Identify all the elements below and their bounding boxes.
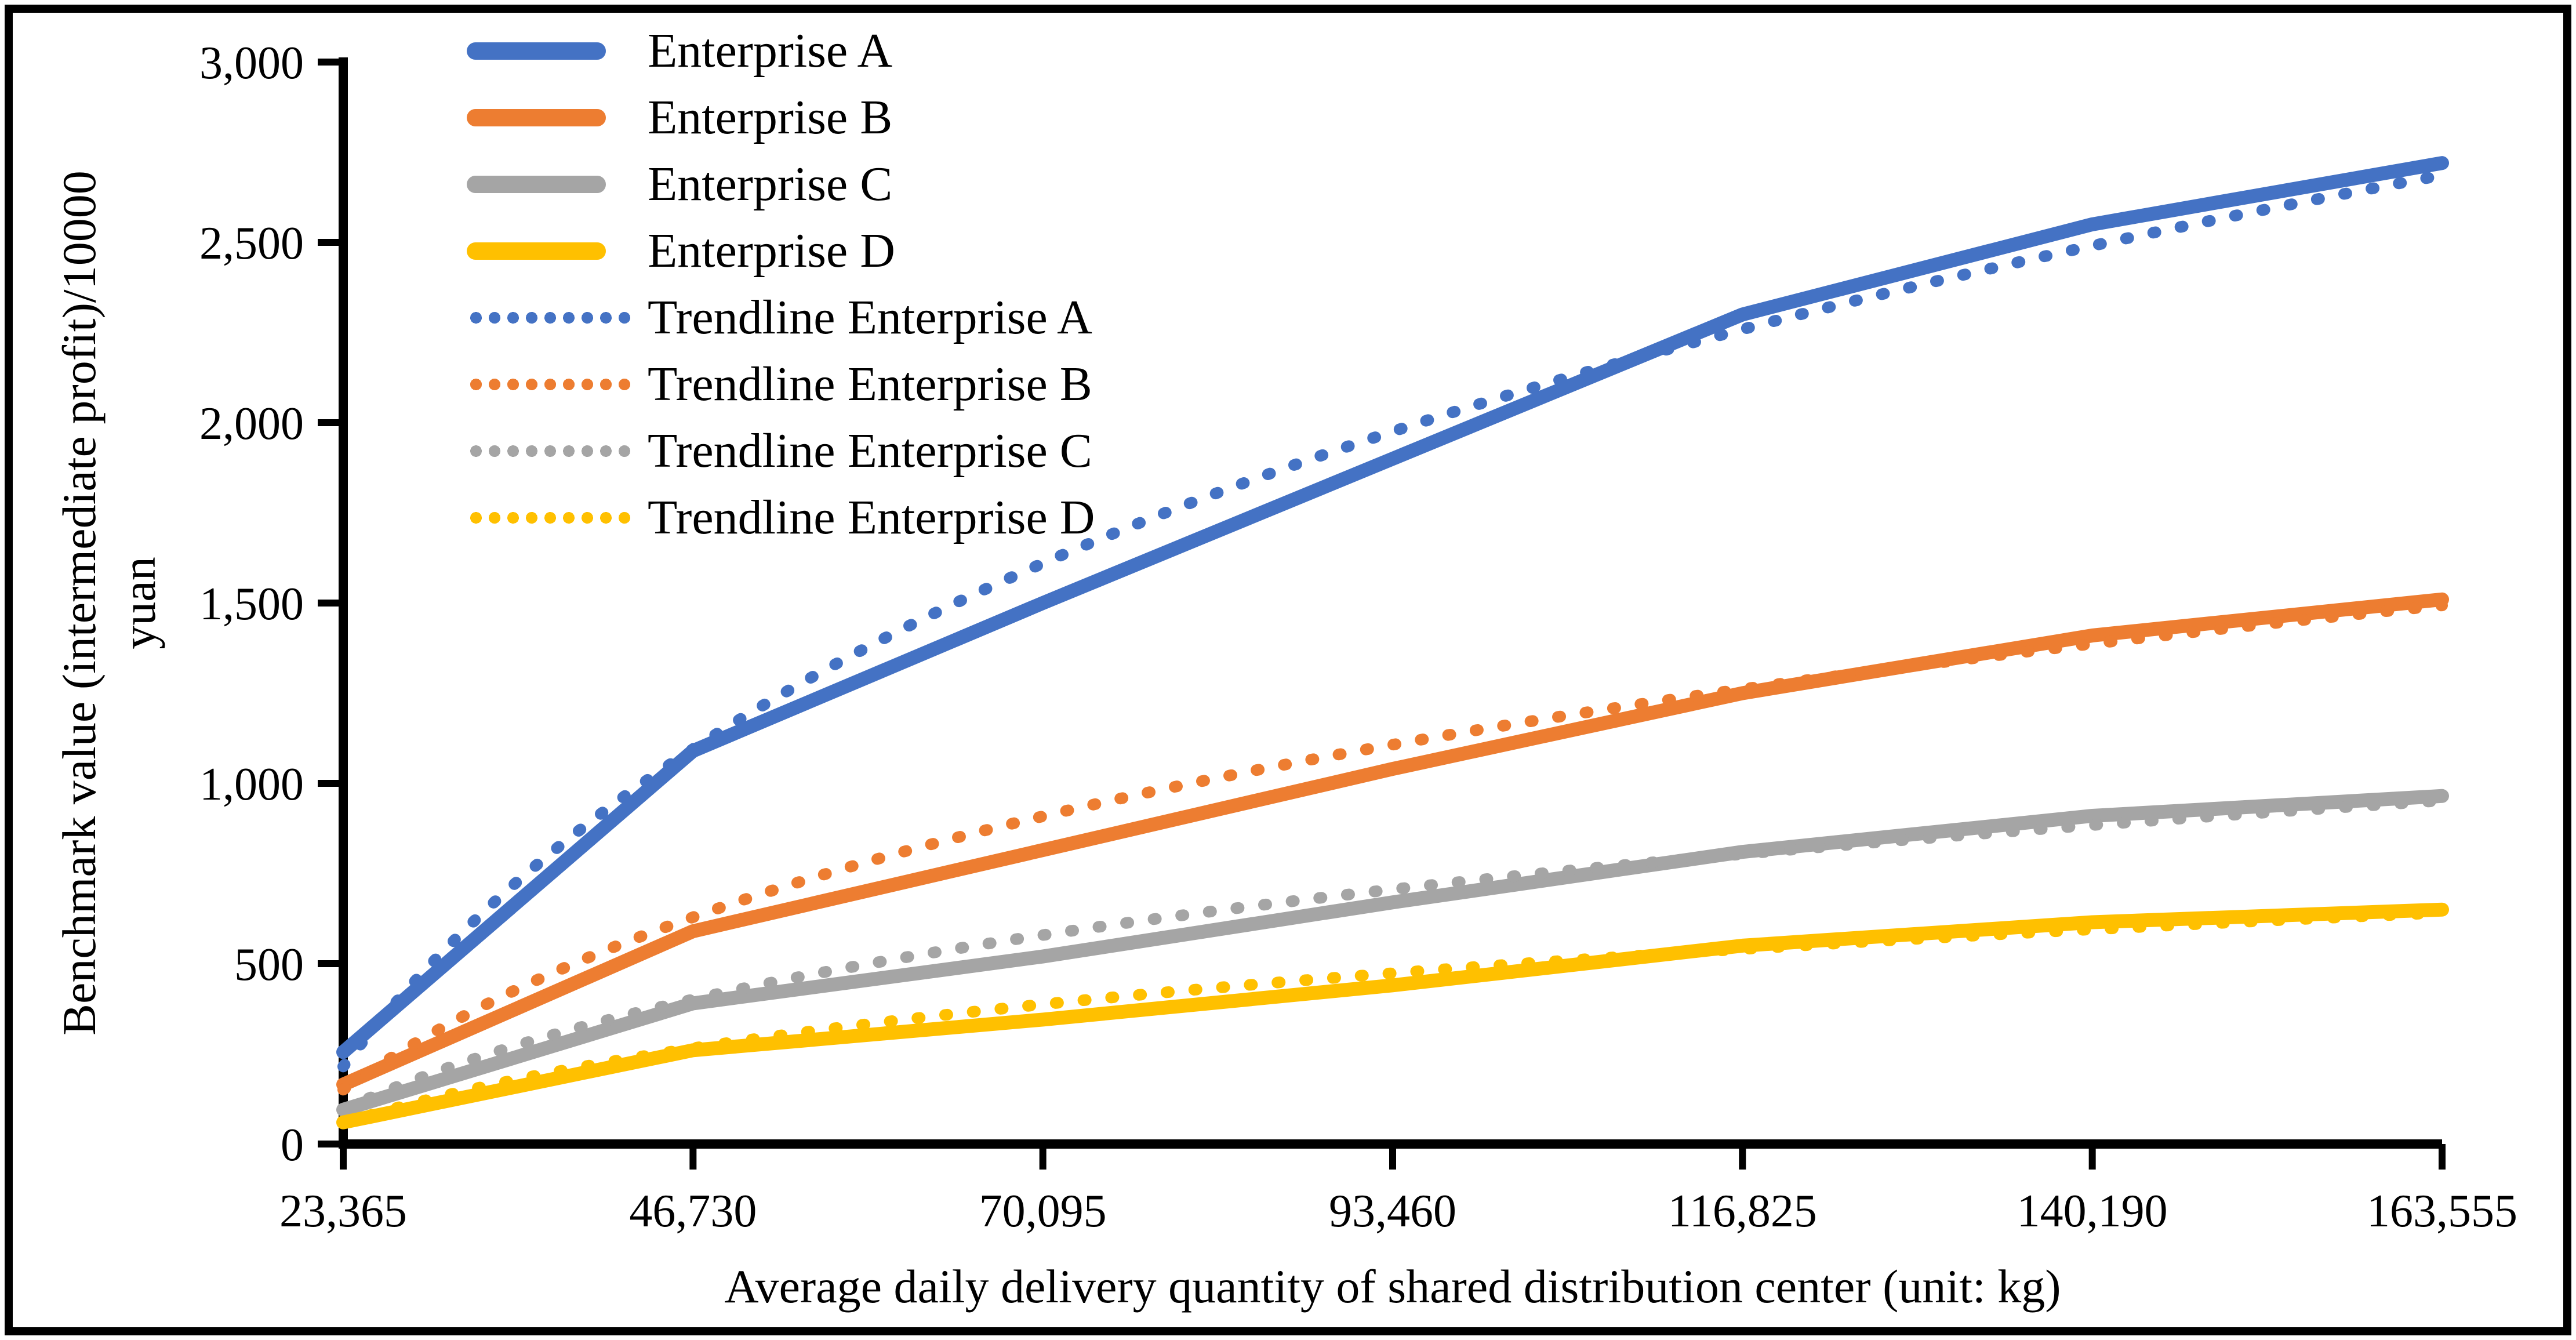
legend-item-trendline-enterprise-c: Trendline Enterprise C [467, 417, 1095, 484]
svg-text:46,730: 46,730 [629, 1186, 757, 1237]
svg-text:0: 0 [281, 1120, 304, 1171]
svg-text:2,000: 2,000 [199, 398, 304, 449]
y-axis-title-line2: yuan [112, 557, 165, 649]
legend-label: Enterprise D [648, 223, 895, 278]
legend-key-enterprise-c-line-icon [467, 175, 606, 193]
legend-item-enterprise-a: Enterprise A [467, 17, 1095, 84]
svg-text:23,365: 23,365 [279, 1186, 407, 1237]
legend-label: Trendline Enterprise C [648, 423, 1092, 478]
legend-label: Enterprise B [648, 90, 893, 144]
svg-text:116,825: 116,825 [1668, 1186, 1817, 1237]
svg-text:3,000: 3,000 [199, 38, 304, 89]
x-axis-title: Average daily delivery quantity of share… [724, 1260, 2061, 1313]
svg-text:93,460: 93,460 [1329, 1186, 1456, 1237]
legend-item-trendline-enterprise-b: Trendline Enterprise B [467, 351, 1095, 417]
legend-label: Trendline Enterprise B [648, 357, 1092, 411]
legend-label: Enterprise C [648, 157, 893, 211]
legend-key-trendline-d-dotted-icon [467, 511, 632, 524]
legend-item-enterprise-c: Enterprise C [467, 151, 1095, 217]
legend-item-enterprise-b: Enterprise B [467, 84, 1095, 151]
legend-label: Trendline Enterprise D [648, 490, 1095, 544]
legend-item-enterprise-d: Enterprise D [467, 217, 1095, 284]
svg-text:163,555: 163,555 [2367, 1186, 2517, 1237]
legend: Enterprise A Enterprise B Enterprise C E… [467, 17, 1095, 551]
svg-text:1,500: 1,500 [199, 579, 304, 630]
legend-item-trendline-enterprise-a: Trendline Enterprise A [467, 284, 1095, 351]
svg-text:140,190: 140,190 [2017, 1186, 2168, 1237]
svg-text:1,000: 1,000 [199, 759, 304, 810]
legend-key-trendline-a-dotted-icon [467, 311, 632, 324]
svg-text:2,500: 2,500 [199, 218, 304, 269]
legend-label: Trendline Enterprise A [648, 290, 1092, 344]
svg-text:70,095: 70,095 [979, 1186, 1107, 1237]
legend-key-enterprise-b-line-icon [467, 108, 606, 126]
y-axis-title: Benchmark value (intermediate profit)/10… [49, 52, 171, 1154]
legend-key-enterprise-a-line-icon [467, 42, 606, 60]
legend-label: Enterprise A [648, 23, 893, 78]
svg-text:500: 500 [234, 939, 304, 990]
legend-key-enterprise-d-line-icon [467, 242, 606, 260]
legend-item-trendline-enterprise-d: Trendline Enterprise D [467, 484, 1095, 551]
legend-key-trendline-b-dotted-icon [467, 378, 632, 390]
legend-key-trendline-c-dotted-icon [467, 445, 632, 457]
y-axis-title-line1: Benchmark value (intermediate profit)/10… [53, 170, 106, 1036]
